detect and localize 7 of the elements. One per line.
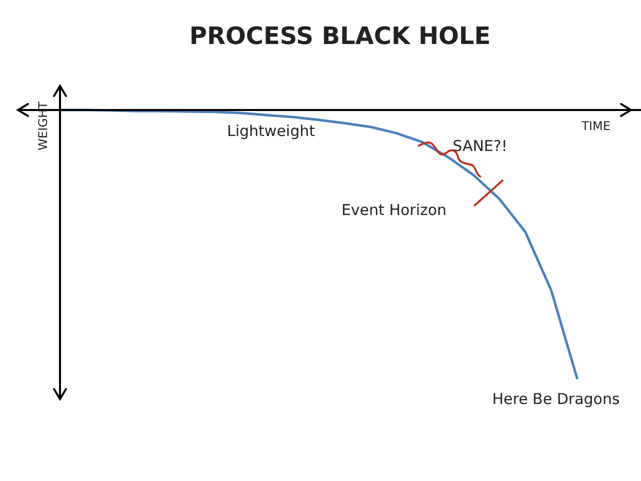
text: Here Be Dragons (492, 390, 620, 408)
annotation: SANE?! (452, 137, 508, 155)
x-axis-title: TIME (580, 119, 610, 133)
annotation: Event Horizon (341, 201, 447, 219)
annotation: Lightweight (226, 122, 316, 140)
y-axis-title: WEIGHT (36, 101, 50, 150)
chart-title: PROCESS BLACK HOLE (189, 22, 491, 50)
